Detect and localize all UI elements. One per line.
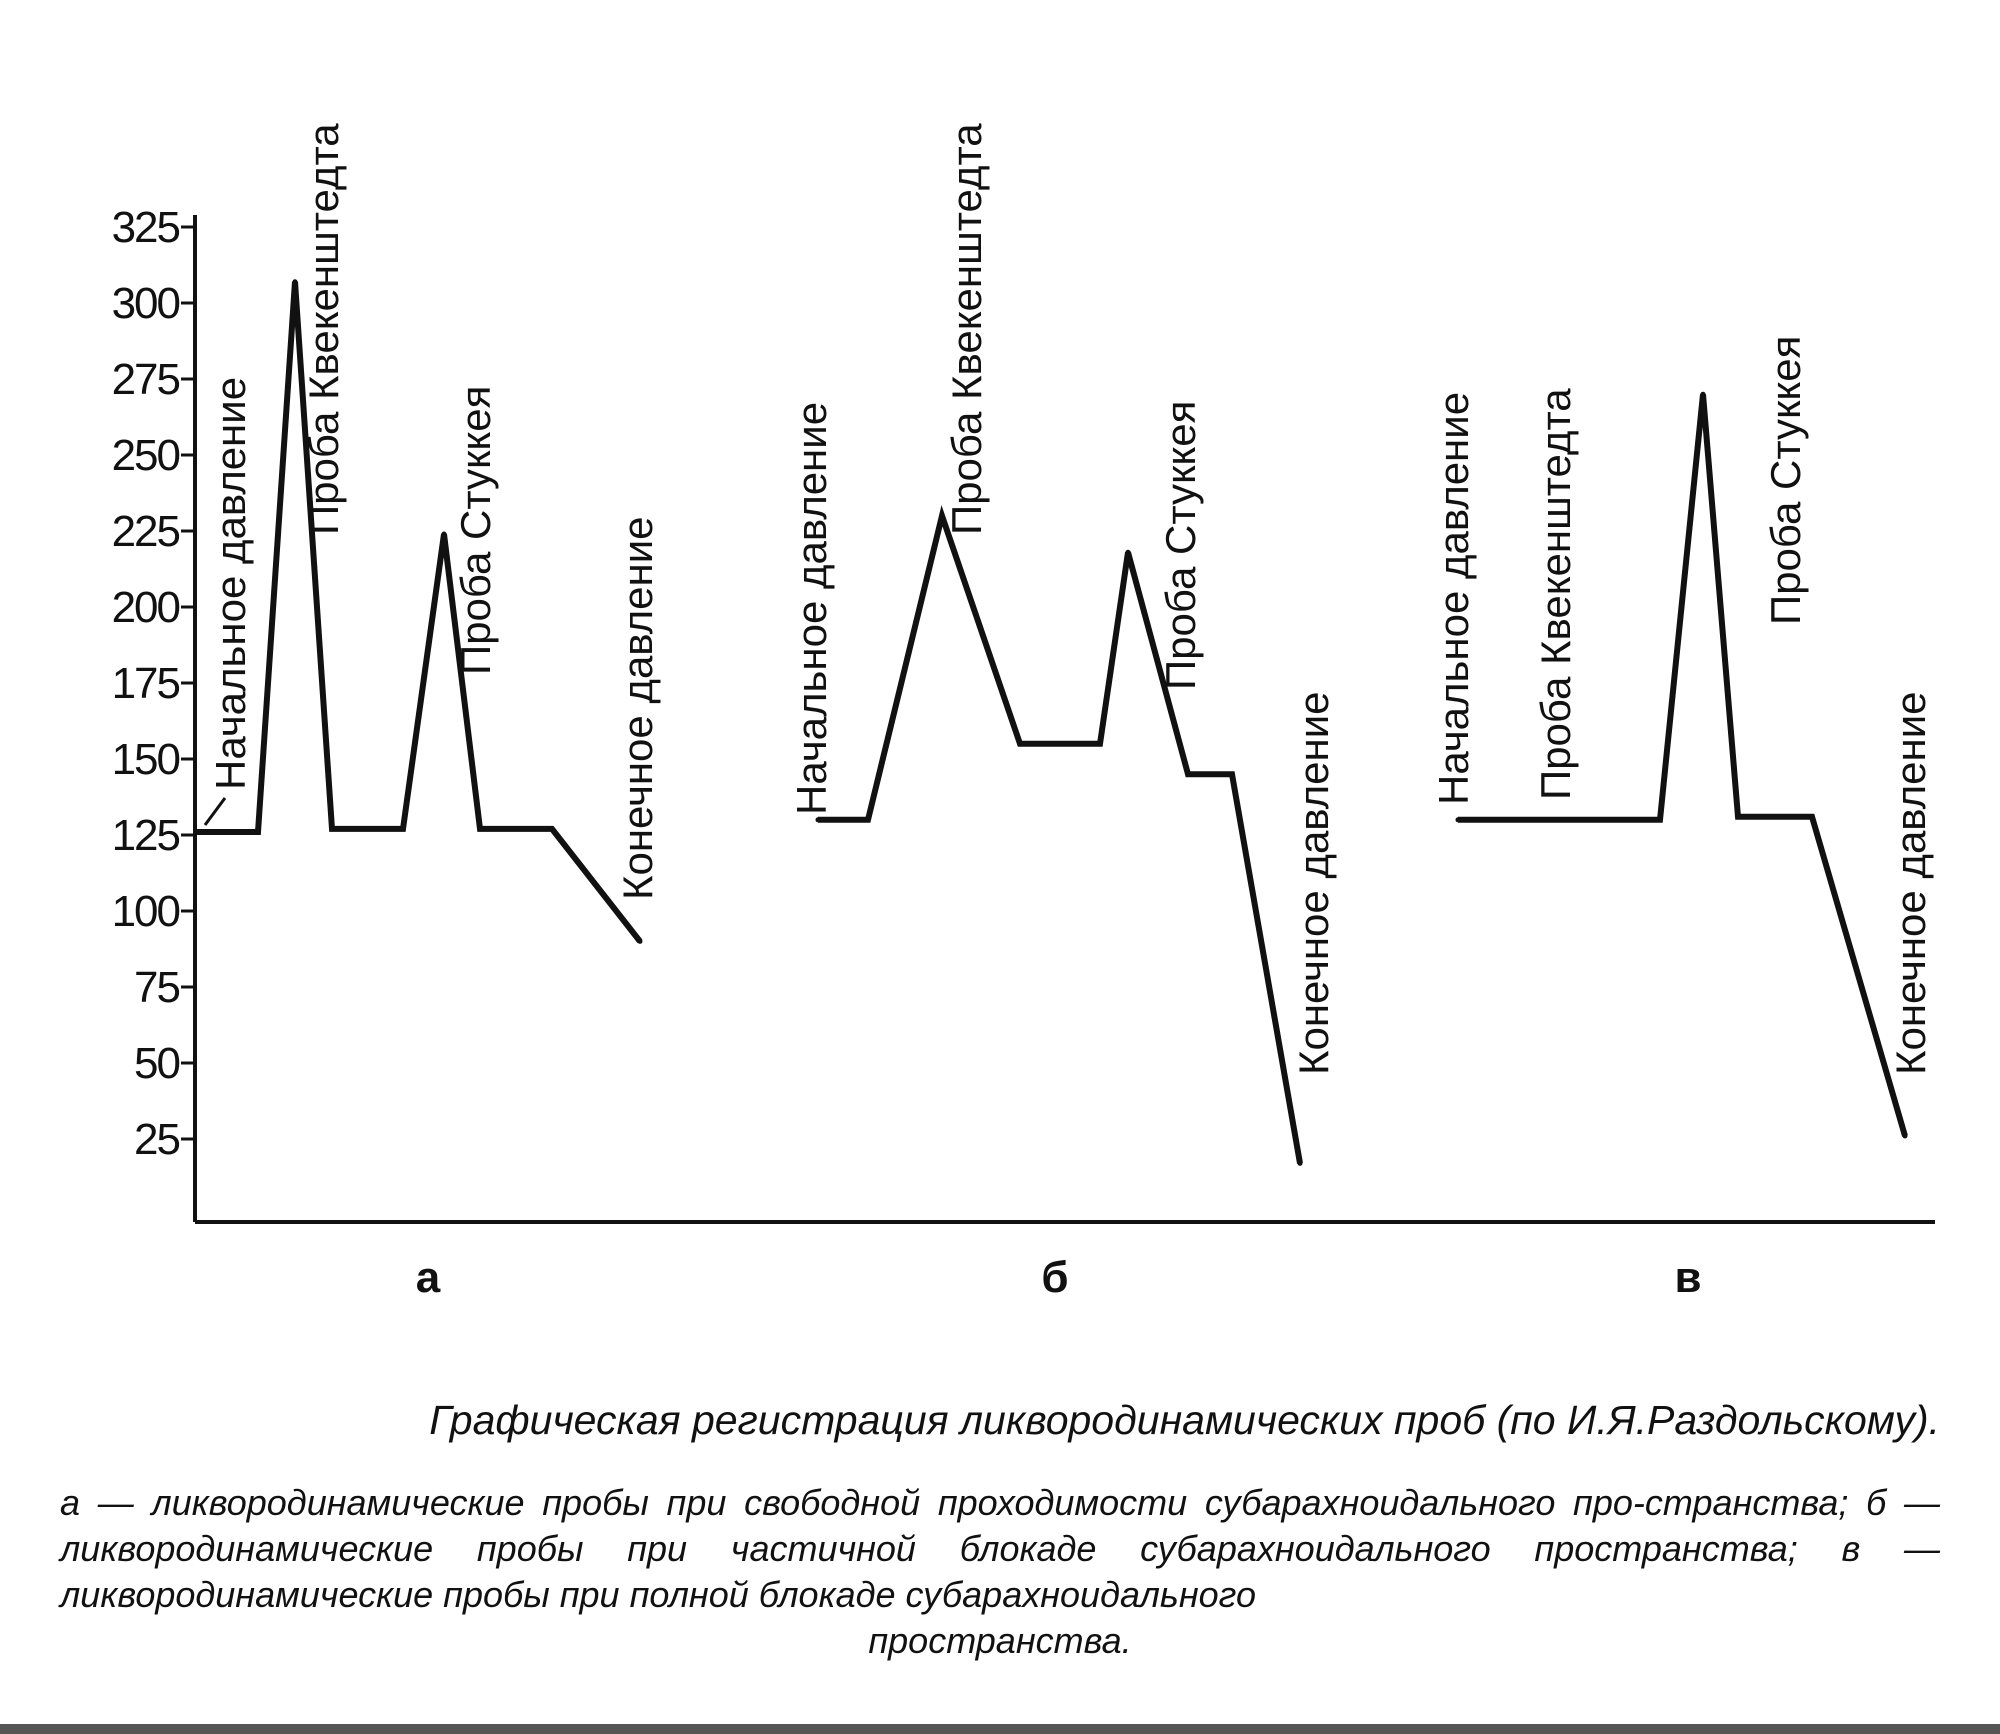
data-point bbox=[1185, 771, 1191, 777]
annotation-label: Проба Стуккея bbox=[1762, 336, 1809, 625]
figure-caption-text: а — ликвородинамические пробы при свобод… bbox=[60, 1482, 1940, 1615]
annotation-label: Проба Квекенштедта bbox=[300, 123, 347, 535]
annotations: Начальное давление Проба Квекенштедта Проб… bbox=[203, 123, 1934, 1075]
bottom-border bbox=[0, 1724, 2000, 1734]
data-point bbox=[1657, 817, 1663, 823]
y-tick-label: 300 bbox=[112, 279, 180, 328]
data-point bbox=[637, 938, 643, 944]
axes bbox=[181, 215, 1935, 1224]
annotation-label: Начальное давление bbox=[207, 377, 254, 790]
y-tick-label: 275 bbox=[112, 355, 180, 404]
figure-caption-last-line: пространства. bbox=[868, 1620, 1132, 1661]
data-point bbox=[400, 826, 406, 832]
panel-label: а bbox=[416, 1253, 441, 1302]
y-tick-label: 25 bbox=[134, 1115, 179, 1164]
annotation-label: Проба Стуккея bbox=[1157, 401, 1204, 690]
data-point bbox=[815, 817, 821, 823]
annotation-label: Проба Квекенштедта bbox=[943, 123, 990, 535]
y-tick-label: 125 bbox=[112, 811, 180, 860]
data-point bbox=[1229, 771, 1235, 777]
data-point bbox=[1809, 814, 1815, 820]
annotation-leader bbox=[203, 797, 227, 826]
data-point bbox=[1297, 1160, 1303, 1166]
series-line-б bbox=[818, 505, 1303, 1164]
y-tick-label: 175 bbox=[112, 659, 180, 708]
annotation-label: Конечное давление bbox=[1290, 691, 1337, 1075]
series-line-а bbox=[197, 281, 643, 944]
data-point bbox=[1017, 741, 1023, 747]
data-point bbox=[255, 829, 261, 835]
data-point bbox=[329, 826, 335, 832]
data-point bbox=[1700, 391, 1706, 397]
series bbox=[194, 279, 1908, 1166]
figure-caption-body: а — ликвородинамические пробы при свобод… bbox=[60, 1480, 1940, 1664]
annotation-label: Начальное давление bbox=[788, 402, 835, 815]
annotation-label: Проба Стуккея bbox=[452, 386, 499, 675]
data-point bbox=[1735, 814, 1741, 820]
y-tick-label: 75 bbox=[134, 963, 179, 1012]
y-tick-label: 100 bbox=[112, 887, 180, 936]
panel-label: в bbox=[1674, 1253, 1701, 1302]
panel-label: б bbox=[1041, 1253, 1068, 1302]
data-point bbox=[194, 829, 200, 835]
series-line-в bbox=[1458, 393, 1908, 1137]
annotation-label: Конечное давление bbox=[1887, 691, 1934, 1075]
annotation-label: Начальное давление bbox=[1430, 392, 1477, 805]
y-tick-label: 50 bbox=[134, 1039, 179, 1088]
data-point bbox=[549, 826, 555, 832]
data-point bbox=[1527, 817, 1533, 823]
y-tick-label: 250 bbox=[112, 431, 180, 480]
y-tick-label: 150 bbox=[112, 735, 180, 784]
data-point bbox=[292, 279, 298, 285]
y-tick-label: 225 bbox=[112, 507, 180, 556]
y-tick-label: 200 bbox=[112, 583, 180, 632]
data-point bbox=[477, 826, 483, 832]
figure-caption-title: Графическая регистрация ликвородинамичес… bbox=[429, 1397, 1940, 1443]
panel-labels: а б в bbox=[416, 1253, 1702, 1302]
data-point bbox=[1902, 1133, 1908, 1139]
data-point bbox=[1125, 549, 1131, 555]
annotation-label: Проба Квекенштедта bbox=[1532, 388, 1579, 800]
data-point bbox=[865, 817, 871, 823]
data-point bbox=[1097, 741, 1103, 747]
data-point bbox=[939, 513, 945, 519]
data-point bbox=[1455, 817, 1461, 823]
annotation-label: Конечное давление bbox=[614, 516, 661, 900]
data-point bbox=[441, 531, 447, 537]
y-tick-labels: 25 50 75 100 125 150 175 200 225 250 275 300 325 bbox=[112, 203, 182, 1164]
y-tick-label: 325 bbox=[112, 203, 180, 252]
